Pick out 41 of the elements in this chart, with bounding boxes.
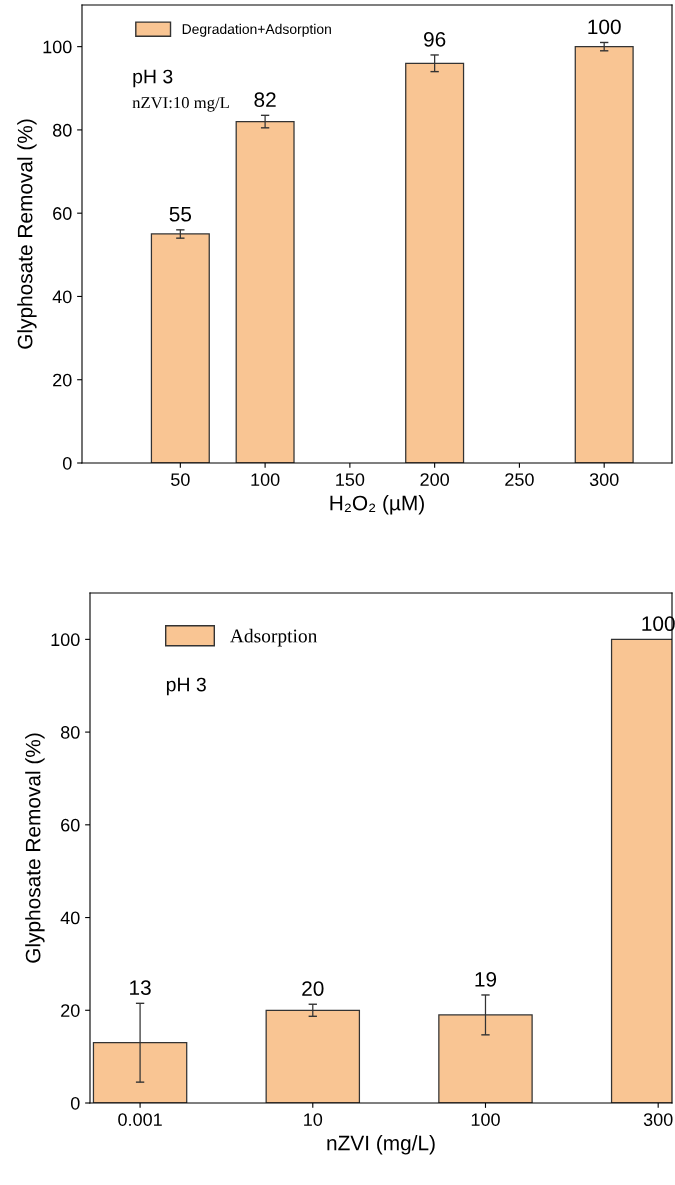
y-tick-label: 60 xyxy=(61,818,80,832)
x-tick-label: 10 xyxy=(304,1113,323,1126)
data-label: 19 xyxy=(475,971,497,987)
y-axis-title: Glyphosate Removal (%) xyxy=(25,733,45,963)
data-label: 20 xyxy=(302,981,324,996)
y-tick-label: 80 xyxy=(60,726,80,739)
x-tick-label: 300 xyxy=(643,1113,673,1126)
x-tick-label: 250 xyxy=(505,473,534,486)
y-tick-label: 80 xyxy=(52,123,72,137)
annotation: pH 3 xyxy=(133,69,173,88)
x-tick-label: 100 xyxy=(471,1113,500,1126)
x-tick-label: 150 xyxy=(336,473,365,486)
data-label: 96 xyxy=(424,31,446,47)
x-tick-label: 50 xyxy=(171,473,190,486)
x-tick-label: 300 xyxy=(589,473,619,486)
y-tick-label: 0 xyxy=(62,456,72,470)
y-tick-label: 20 xyxy=(53,373,72,387)
annotation: nZVI:10 mg/L xyxy=(132,97,229,112)
x-axis-title: nZVI (mg/L) xyxy=(327,1135,435,1155)
bar xyxy=(574,46,634,463)
x-axis-title: H₂O₂ (µM) xyxy=(330,495,424,515)
x-tick-label: 200 xyxy=(420,473,449,486)
data-label: 82 xyxy=(254,92,276,108)
y-tick-label: 20 xyxy=(61,1004,80,1017)
y-tick-label: 100 xyxy=(51,633,80,647)
y-tick-label: 40 xyxy=(60,911,80,925)
data-label: 100 xyxy=(588,19,621,35)
legend-label: Degradation+Adsorption xyxy=(182,23,331,37)
y-axis-title: Glyphosate Removal (%) xyxy=(17,119,37,349)
bar xyxy=(150,233,210,463)
data-label: 13 xyxy=(130,980,151,996)
y-tick-label: 0 xyxy=(70,1096,80,1110)
x-tick-label: 0.001 xyxy=(118,1113,162,1126)
x-tick-label: 100 xyxy=(251,473,280,486)
legend-label: Adsorption xyxy=(230,628,318,647)
bar xyxy=(235,120,295,463)
y-tick-label: 40 xyxy=(52,290,72,304)
y-tick-label: 60 xyxy=(53,207,72,220)
y-tick-label: 100 xyxy=(43,40,72,54)
data-label: 55 xyxy=(169,207,192,222)
annotation: pH 3 xyxy=(166,677,206,696)
